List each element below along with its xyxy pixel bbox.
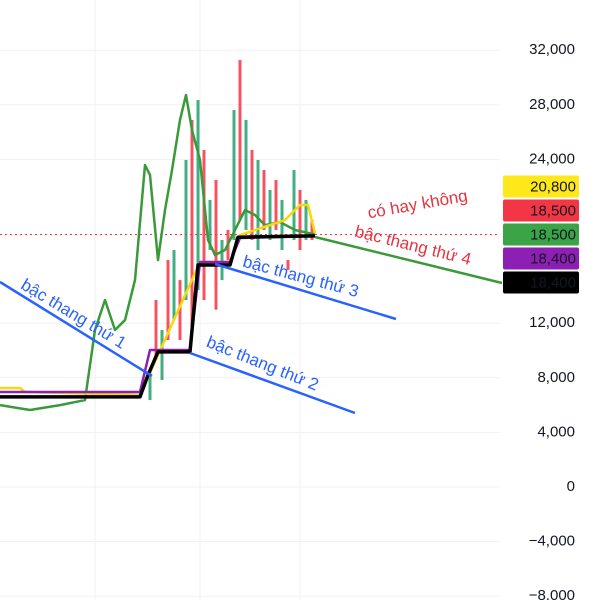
y-tick-label: 32,000 <box>529 41 575 58</box>
candle <box>244 119 248 230</box>
candle <box>286 260 290 270</box>
series-line <box>0 234 316 399</box>
y-tick-label: 4,000 <box>537 423 575 440</box>
candle <box>280 199 284 251</box>
price-labels: 20,800 18,500 18,500 18,400 18,400 <box>503 175 579 294</box>
plot <box>0 60 500 412</box>
candle <box>274 180 278 230</box>
y-tick-label: 28,000 <box>529 96 575 113</box>
trend-line <box>189 351 356 415</box>
candle <box>256 159 260 251</box>
y-tick-label: −4,000 <box>529 533 575 550</box>
candle <box>220 239 224 281</box>
trend-line <box>0 280 153 378</box>
candle <box>148 370 152 401</box>
price-label: 18,500 <box>530 226 576 243</box>
price-label-box <box>503 175 579 198</box>
candle <box>154 300 158 361</box>
candle <box>178 280 182 340</box>
series-line <box>0 93 316 412</box>
candle <box>208 199 212 251</box>
price-label: 20,800 <box>530 178 576 195</box>
y-tick-label: 12,000 <box>529 314 575 331</box>
y-axis: −8,000 −4,000 0 4,000 8,000 12,000 24,000 28,00… <box>529 41 575 600</box>
candle <box>304 199 308 240</box>
candle <box>214 180 218 310</box>
price-label: 18,400 <box>530 274 576 291</box>
candle <box>184 159 188 300</box>
y-tick-label: 0 <box>567 478 575 495</box>
price-label-box <box>503 199 579 222</box>
trend-lines <box>0 235 503 415</box>
trend-line <box>314 235 503 285</box>
y-tick-label: 8,000 <box>537 369 575 386</box>
candle <box>238 60 242 221</box>
candle <box>298 189 302 251</box>
candle <box>160 330 164 380</box>
price-label-box <box>503 247 579 270</box>
price-label-box <box>503 223 579 246</box>
candle <box>250 150 254 240</box>
candle <box>232 110 236 240</box>
price-label-box <box>503 271 579 294</box>
candle <box>268 189 272 240</box>
trend-line <box>214 262 397 321</box>
candle <box>262 170 266 230</box>
candle <box>190 119 194 331</box>
candle <box>202 150 206 300</box>
candle <box>172 250 176 321</box>
candle <box>292 170 296 240</box>
price-label: 18,400 <box>530 250 576 267</box>
y-tick-label: 24,000 <box>529 150 575 167</box>
candle <box>196 100 200 291</box>
candle <box>166 260 170 340</box>
y-tick-label: −8,000 <box>529 587 575 600</box>
price-label: 18,500 <box>530 202 576 219</box>
grid <box>0 0 500 600</box>
candle <box>310 220 314 240</box>
